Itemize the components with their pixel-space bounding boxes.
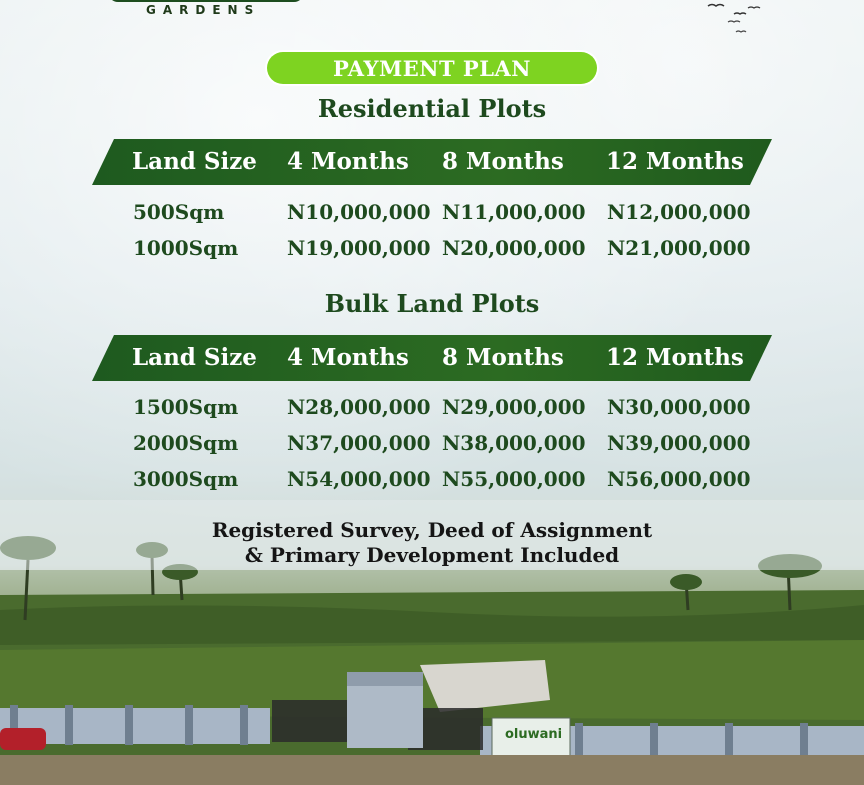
col-12-months: 12 Months (606, 344, 744, 371)
gate-sign-text: oluwani (505, 727, 563, 742)
price-12-months: N39,000,000 (607, 431, 751, 455)
included-services-line1: Registered Survey, Deed of Assignment (211, 518, 653, 542)
col-land-size: Land Size (132, 344, 257, 371)
land-size-cell: 1500Sqm (133, 395, 239, 419)
payment-plan-label: PAYMENT PLAN (333, 55, 531, 81)
bulk-title: Bulk Land Plots (324, 289, 540, 318)
col-land-size: Land Size (132, 148, 257, 175)
price-4-months: N19,000,000 (287, 236, 431, 260)
birds-illustration (707, 3, 761, 33)
land-size-cell: 1000Sqm (133, 236, 239, 260)
logo-mark (108, 0, 304, 2)
col-8-months: 8 Months (442, 148, 564, 175)
price-8-months: N29,000,000 (442, 395, 586, 419)
col-12-months: 12 Months (606, 148, 744, 175)
price-12-months: N12,000,000 (607, 200, 751, 224)
price-4-months: N54,000,000 (287, 467, 431, 491)
price-4-months: N10,000,000 (287, 200, 431, 224)
payment-plan-badge: PAYMENT PLAN (267, 52, 597, 84)
price-12-months: N30,000,000 (607, 395, 751, 419)
land-size-cell: 500Sqm (133, 200, 225, 224)
col-4-months: 4 Months (287, 148, 409, 175)
price-8-months: N20,000,000 (442, 236, 586, 260)
bulk-header-band: Land Size 4 Months 8 Months 12 Months (92, 335, 772, 381)
price-4-months: N37,000,000 (287, 431, 431, 455)
col-4-months: 4 Months (287, 344, 409, 371)
col-8-months: 8 Months (442, 344, 564, 371)
residential-header-band: Land Size 4 Months 8 Months 12 Months (92, 139, 772, 185)
price-8-months: N38,000,000 (442, 431, 586, 455)
residential-title: Residential Plots (317, 94, 547, 123)
price-12-months: N21,000,000 (607, 236, 751, 260)
estate-landscape-illustration (0, 500, 864, 785)
price-8-months: N55,000,000 (442, 467, 586, 491)
land-size-cell: 3000Sqm (133, 467, 239, 491)
land-size-cell: 2000Sqm (133, 431, 239, 455)
price-4-months: N28,000,000 (287, 395, 431, 419)
price-8-months: N11,000,000 (442, 200, 586, 224)
price-12-months: N56,000,000 (607, 467, 751, 491)
included-services-line2: & Primary Development Included (244, 543, 620, 567)
logo-subtitle: GARDENS (146, 3, 261, 17)
